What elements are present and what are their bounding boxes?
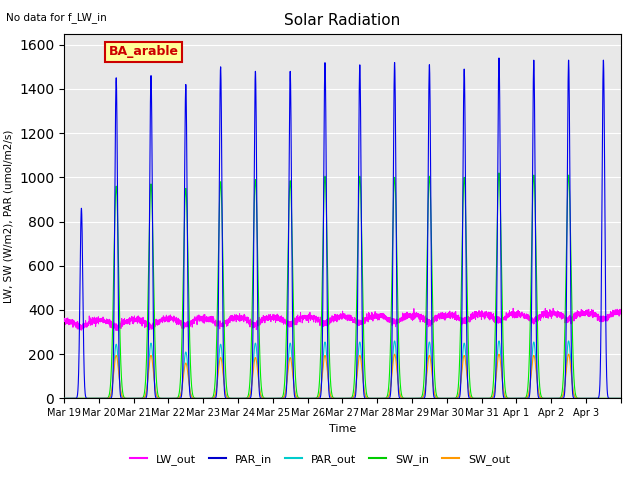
Legend: LW_out, PAR_in, PAR_out, SW_in, SW_out: LW_out, PAR_in, PAR_out, SW_in, SW_out	[125, 450, 515, 469]
Text: BA_arable: BA_arable	[109, 46, 179, 59]
X-axis label: Time: Time	[329, 424, 356, 433]
Text: No data for f_LW_in: No data for f_LW_in	[6, 12, 107, 23]
Y-axis label: LW, SW (W/m2), PAR (umol/m2/s): LW, SW (W/m2), PAR (umol/m2/s)	[3, 129, 13, 303]
Title: Solar Radiation: Solar Radiation	[284, 13, 401, 28]
